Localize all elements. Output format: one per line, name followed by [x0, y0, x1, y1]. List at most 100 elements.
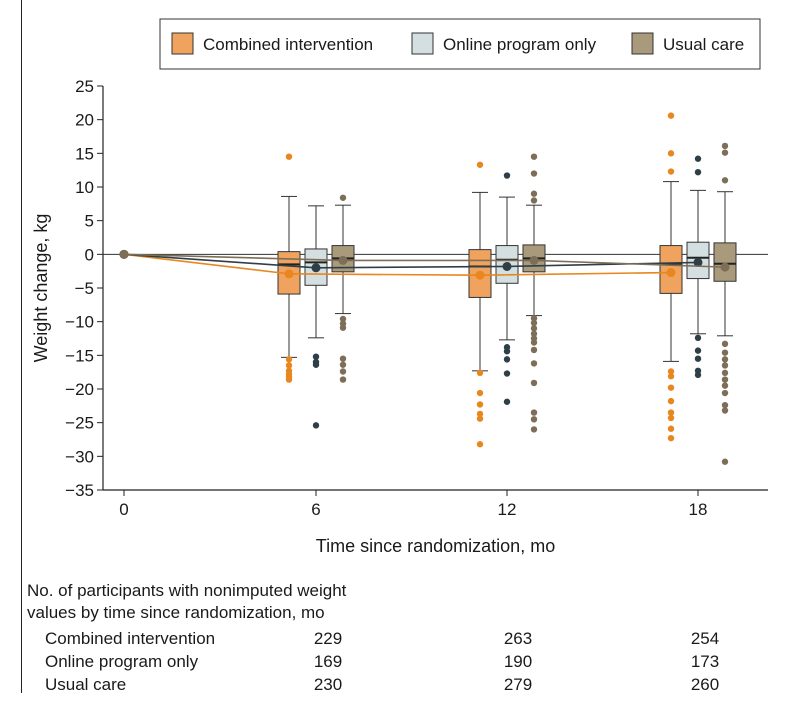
participants-count: 169 — [313, 652, 343, 671]
legend-swatch — [631, 32, 654, 55]
legend-box — [159, 18, 761, 70]
y-tick-label: −20 — [65, 380, 94, 399]
participants-row-label: Usual care — [45, 675, 127, 694]
outlier-point — [503, 356, 511, 363]
outlier-point — [339, 368, 347, 375]
y-tick-label: −5 — [75, 279, 94, 298]
mean-point — [311, 263, 321, 273]
outlier-point — [694, 371, 702, 379]
legend-label: Combined intervention — [203, 35, 373, 54]
outlier-point — [530, 197, 538, 204]
outlier-point — [530, 426, 538, 433]
participants-table-title-line1: No. of participants with nonimputed weig… — [27, 581, 347, 600]
participants-count: 190 — [503, 652, 533, 671]
outlier-point — [667, 112, 675, 119]
mean-point — [529, 255, 539, 265]
x-axis-label: Time since randomization, mo — [316, 536, 555, 556]
outlier-point — [339, 361, 347, 368]
outlier-point — [721, 349, 729, 356]
outlier-point — [503, 172, 511, 179]
outlier-point — [476, 410, 484, 418]
outlier-point — [530, 360, 538, 367]
y-tick-label: −10 — [65, 313, 94, 332]
outlier-point — [530, 346, 538, 354]
participants-row-combined: Combined intervention 229 263 254 — [45, 627, 745, 650]
outlier-point — [476, 369, 484, 377]
y-tick-label: 10 — [75, 178, 94, 197]
outlier-point — [721, 389, 729, 397]
outlier-point — [312, 353, 320, 360]
legend-label: Usual care — [663, 35, 744, 54]
outlier-point — [721, 356, 729, 363]
outlier-point — [721, 149, 729, 156]
outlier-point — [667, 409, 675, 416]
x-tick-label: 12 — [498, 500, 517, 519]
y-tick-label: −15 — [65, 346, 94, 365]
box-plot-chart: 25 20 15 10 5 0 −5 −10 −15 −20 −25 −30 −35 0 6 12 18 Time… — [31, 18, 768, 556]
outlier-point — [285, 153, 293, 160]
participants-count: 173 — [690, 652, 720, 671]
outlier-point — [721, 369, 729, 377]
participants-count: 229 — [313, 629, 343, 648]
outlier-point — [530, 315, 538, 322]
outlier-point — [667, 373, 675, 380]
participants-row-usual: Usual care 230 279 260 — [45, 673, 745, 696]
y-tick-label: −30 — [65, 447, 94, 466]
outlier-point — [476, 441, 484, 448]
outlier-point — [694, 155, 702, 162]
outlier-point — [721, 340, 729, 348]
outlier-point — [476, 401, 484, 408]
outlier-point — [530, 416, 538, 423]
mean-point — [666, 268, 676, 278]
outlier-point — [503, 370, 511, 377]
outlier-point — [694, 347, 702, 354]
y-tick-label: −25 — [65, 414, 94, 433]
y-axis-label: Weight change, kg — [31, 214, 51, 363]
participants-count: 260 — [690, 675, 720, 694]
outlier-point — [312, 422, 320, 429]
mean-point — [338, 255, 348, 265]
outlier-point — [530, 153, 538, 160]
outlier-point — [721, 407, 729, 414]
outlier-point — [721, 376, 729, 383]
x-tick-label: 6 — [311, 500, 320, 519]
participants-count: 263 — [503, 629, 533, 648]
outlier-point — [339, 194, 347, 201]
outlier-point — [530, 325, 538, 332]
outlier-point — [667, 368, 675, 375]
mean-line — [123, 253, 699, 269]
outlier-point — [667, 150, 675, 157]
outlier-point — [285, 362, 293, 369]
outlier-point — [721, 362, 729, 369]
legend-swatch — [411, 32, 434, 55]
outlier-point — [721, 401, 729, 409]
x-tick-label: 18 — [689, 500, 708, 519]
outlier-point — [721, 142, 729, 150]
box-iqr — [713, 242, 737, 282]
outlier-point — [667, 414, 675, 422]
participants-count: 254 — [690, 629, 720, 648]
legend-label: Online program only — [443, 35, 597, 54]
outlier-point — [694, 334, 702, 342]
outlier-point — [667, 168, 675, 175]
participants-table-title: No. of participants with nonimputed weig… — [27, 580, 346, 624]
outlier-point — [285, 356, 293, 363]
outlier-point — [339, 324, 347, 331]
participants-row-online: Online program only 169 190 173 — [45, 650, 745, 673]
participants-table-title-line2: values by time since randomization, mo — [27, 603, 325, 622]
outlier-point — [721, 177, 729, 184]
mean-line — [123, 253, 726, 268]
participants-count: 230 — [313, 675, 343, 694]
outlier-point — [530, 170, 538, 177]
outlier-point — [721, 458, 729, 465]
figure-left-border — [21, 0, 22, 693]
outlier-point — [339, 315, 347, 323]
outlier-point — [530, 330, 538, 337]
x-tick-label: 0 — [119, 500, 128, 519]
outlier-point — [312, 361, 320, 368]
mean-line — [123, 253, 672, 277]
outlier-point — [694, 168, 702, 176]
legend-swatch — [171, 32, 194, 55]
mean-point — [693, 257, 703, 267]
outlier-point — [667, 434, 675, 442]
